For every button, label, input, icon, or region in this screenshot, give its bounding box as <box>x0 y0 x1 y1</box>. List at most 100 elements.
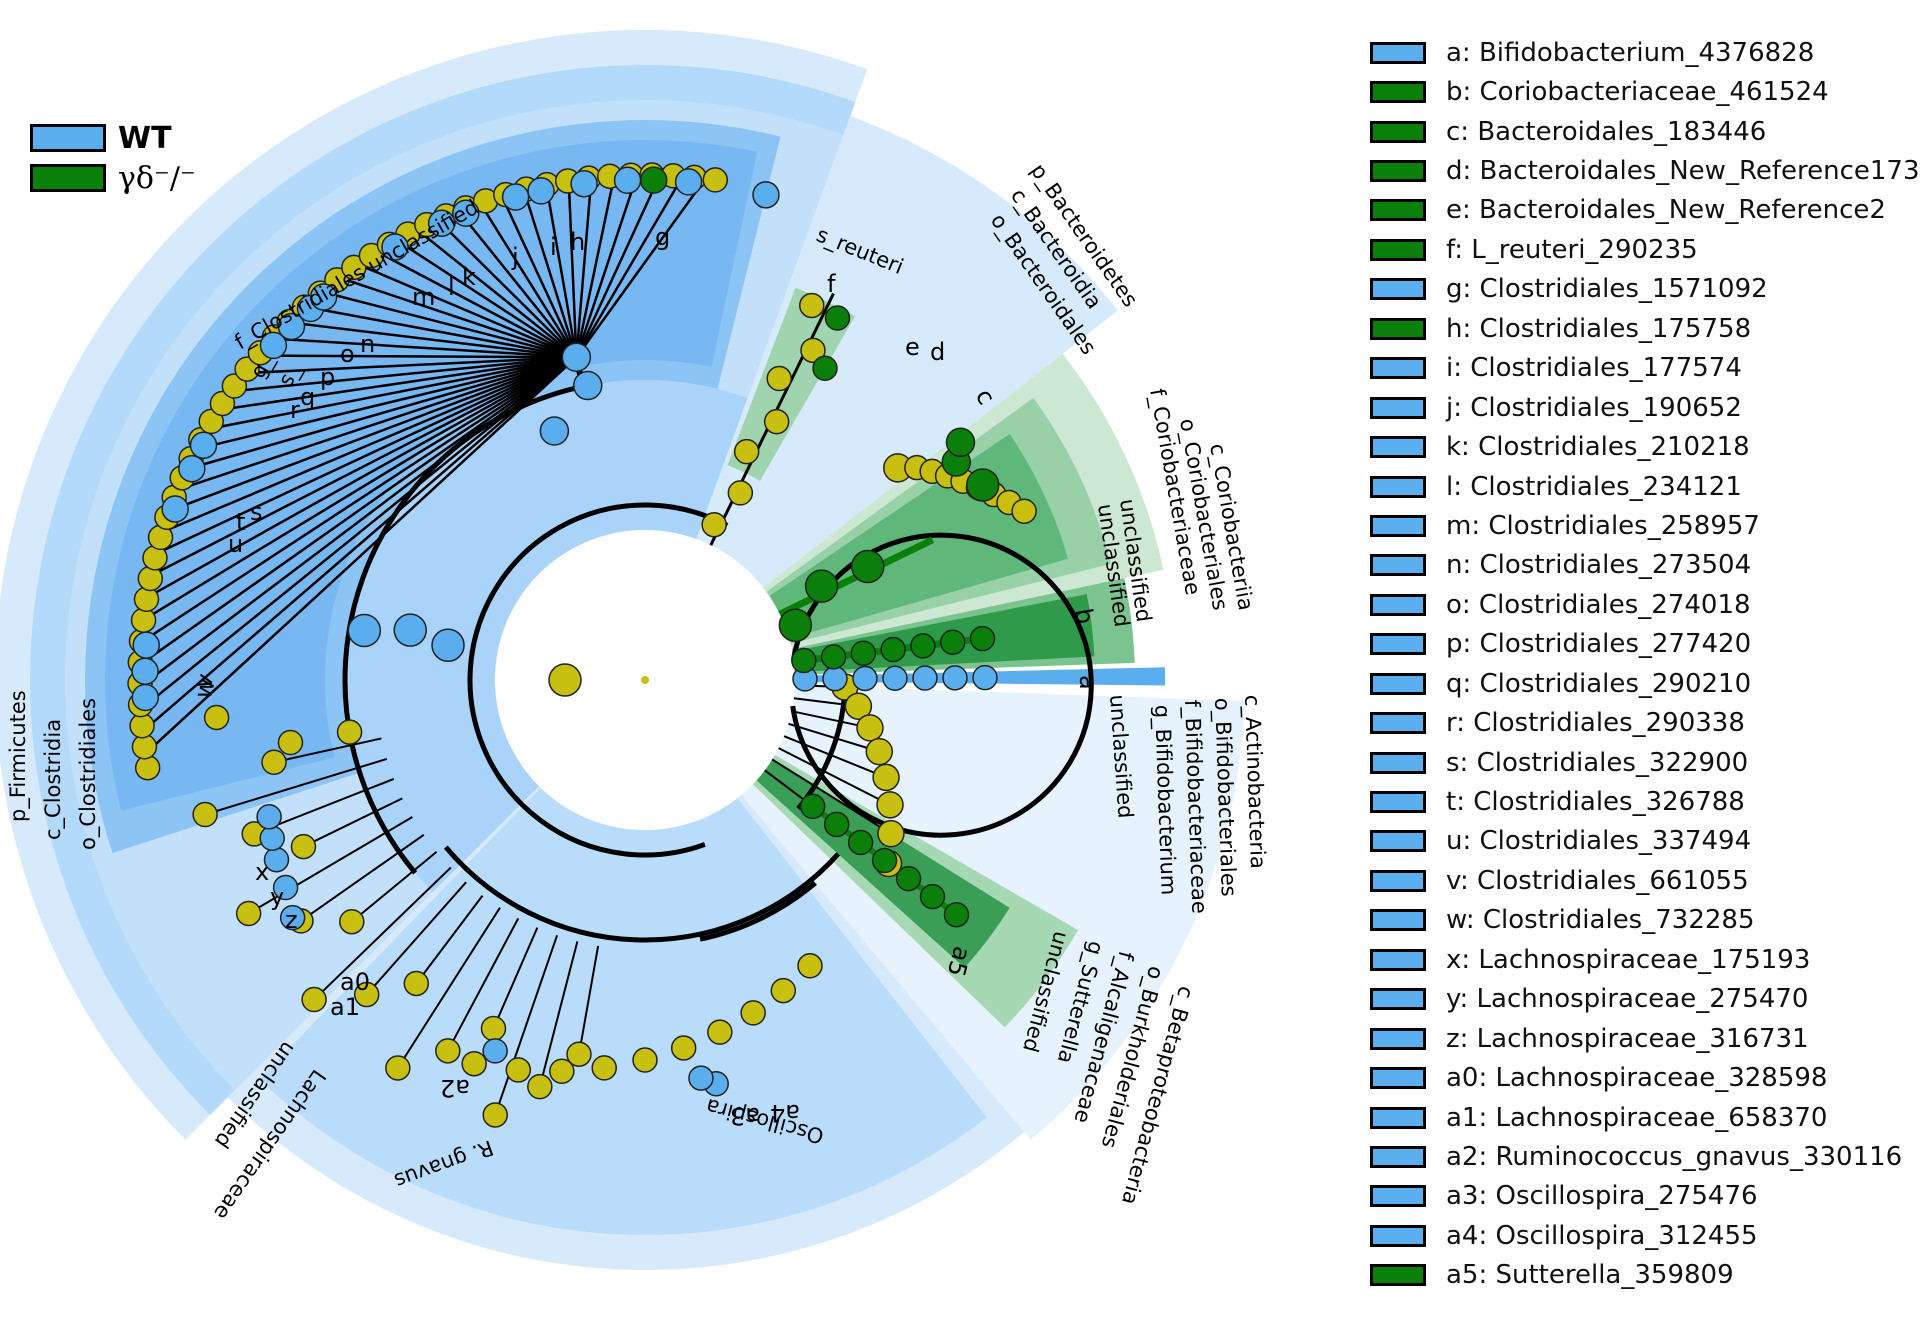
leaf-node <box>872 763 900 792</box>
branch-line <box>575 182 593 358</box>
taxa-legend-swatch <box>1370 317 1426 340</box>
branch-line <box>351 850 438 923</box>
wt-node <box>912 665 938 691</box>
taxa-legend-item: x: Lachnospiraceae_175193 <box>1370 940 1920 979</box>
taxa-legend-swatch <box>1370 1106 1426 1129</box>
taxa-legend-swatch <box>1370 120 1426 143</box>
ko-node <box>871 847 898 874</box>
ko-node <box>791 647 817 674</box>
branch-line <box>144 356 578 707</box>
neutral-node <box>548 663 582 697</box>
taxa-legend-swatch <box>1370 988 1426 1011</box>
ko-band-reuteri <box>727 287 855 481</box>
node-letter-u: u <box>228 530 243 558</box>
ko-node <box>812 355 838 381</box>
leaf-node <box>799 292 825 319</box>
leaf-node <box>209 390 236 417</box>
leaf-node <box>385 1055 411 1081</box>
leaf-node <box>1011 498 1037 524</box>
taxa-legend-item: j: Clostridiales_190652 <box>1370 388 1920 427</box>
ko-node <box>945 427 976 458</box>
taxa-legend-item: r: Clostridiales_290338 <box>1370 703 1920 742</box>
wt-node <box>972 664 998 691</box>
wt-leaf-node <box>752 181 780 209</box>
taxa-legend-swatch <box>1370 1145 1426 1168</box>
taxa-legend-item: y: Lachnospiraceae_275470 <box>1370 980 1920 1019</box>
taxa-legend-label: e: Bacteroidales_New_Reference2 <box>1446 195 1886 226</box>
taxa-legend-label: a1: Lachnospiraceae_658370 <box>1446 1102 1828 1133</box>
branch-arc <box>790 532 1094 838</box>
branch-line <box>502 199 578 358</box>
taxa-legend-item: n: Clostridiales_273504 <box>1370 546 1920 585</box>
taxa-legend-label: f: L_reuteri_290235 <box>1446 234 1698 265</box>
branch-arc <box>699 881 817 942</box>
wt-node <box>573 370 603 401</box>
leaf-node <box>221 373 248 399</box>
taxa-legend-item: d: Bacteroidales_New_Reference173 <box>1370 151 1920 190</box>
node-letter-r: r <box>290 396 300 424</box>
leaf-node <box>770 977 797 1004</box>
branch-line <box>415 895 484 985</box>
taxa-legend-item: b: Coriobacteriaceae_461524 <box>1370 72 1920 111</box>
branch-line <box>192 356 577 469</box>
leaf-node <box>856 714 884 742</box>
wt-band-inner <box>345 380 748 893</box>
branch-arc <box>467 502 729 858</box>
wt-node <box>347 613 382 648</box>
taxa-legend-label: s: Clostridiales_322900 <box>1446 747 1749 778</box>
taxa-legend-swatch <box>1370 751 1426 774</box>
wt-band-lower-2 <box>259 787 987 1236</box>
wt-node <box>942 665 968 691</box>
branch-line <box>396 907 501 1069</box>
taxa-legend-item: s: Clostridiales_322900 <box>1370 743 1920 782</box>
taxa-legend-swatch <box>1370 554 1426 577</box>
branch-arc <box>443 845 841 943</box>
taxa-legend-label: y: Lachnospiraceae_275470 <box>1446 984 1809 1015</box>
branch-line <box>788 722 880 753</box>
taxa-legend-item: a3: Oscillospira_275476 <box>1370 1177 1920 1216</box>
branch-line <box>161 356 577 553</box>
taxa-legend-label: g: Clostridiales_1571092 <box>1446 274 1768 305</box>
ko-node <box>820 644 847 670</box>
branch-line <box>400 242 578 359</box>
taxa-legend-swatch <box>1370 948 1426 971</box>
branch-line <box>183 356 577 490</box>
taxa-legend-item: a5: Sutterella_359809 <box>1370 1256 1920 1295</box>
label-o-clostridiales: o_Clostridiales <box>76 698 101 850</box>
group-legend: WT γδ⁻/⁻ <box>30 118 196 198</box>
taxa-legend-swatch <box>1370 712 1426 735</box>
taxa-legend-label: w: Clostridiales_732285 <box>1446 905 1755 936</box>
root-node <box>641 676 649 684</box>
branch-line <box>420 231 578 359</box>
ko-label: γδ⁻/⁻ <box>118 160 196 196</box>
wt-swatch <box>30 124 106 152</box>
node-letter-l: l <box>448 273 455 301</box>
taxa-legend-swatch <box>1370 830 1426 853</box>
taxa-legend-item: p: Clostridiales_277420 <box>1370 625 1920 664</box>
node-letter-e: e <box>905 333 920 361</box>
leaf-node <box>800 337 826 364</box>
taxa-legend-item: u: Clostridiales_337494 <box>1370 822 1920 861</box>
taxa-legend-item: f: L_reuteri_290235 <box>1370 230 1920 269</box>
branch-line <box>146 356 578 640</box>
label-p-firmicutes: p_Firmicutes <box>6 690 31 822</box>
taxa-legend-label: c: Bacteroidales_183446 <box>1446 116 1767 147</box>
branch-line <box>212 355 577 430</box>
branch-line <box>144 356 578 685</box>
node-letter-b: b <box>1069 606 1099 626</box>
wt-leaf-node <box>309 283 338 311</box>
taxa-legend-swatch <box>1370 160 1426 183</box>
branch-line <box>492 927 539 1029</box>
taxa-legend-swatch <box>1370 1067 1426 1090</box>
taxa-legend-swatch <box>1370 593 1426 616</box>
ko-node <box>943 901 970 928</box>
branch-line <box>460 214 578 358</box>
branch-line <box>149 356 578 751</box>
wt-node <box>822 665 848 692</box>
taxa-legend-label: r: Clostridiales_290338 <box>1446 708 1745 739</box>
node-letter-h: h <box>570 228 585 256</box>
ko-node <box>969 625 996 652</box>
group-legend-ko: γδ⁻/⁻ <box>30 158 196 198</box>
branch-line <box>783 735 887 779</box>
branch-line <box>151 356 577 596</box>
